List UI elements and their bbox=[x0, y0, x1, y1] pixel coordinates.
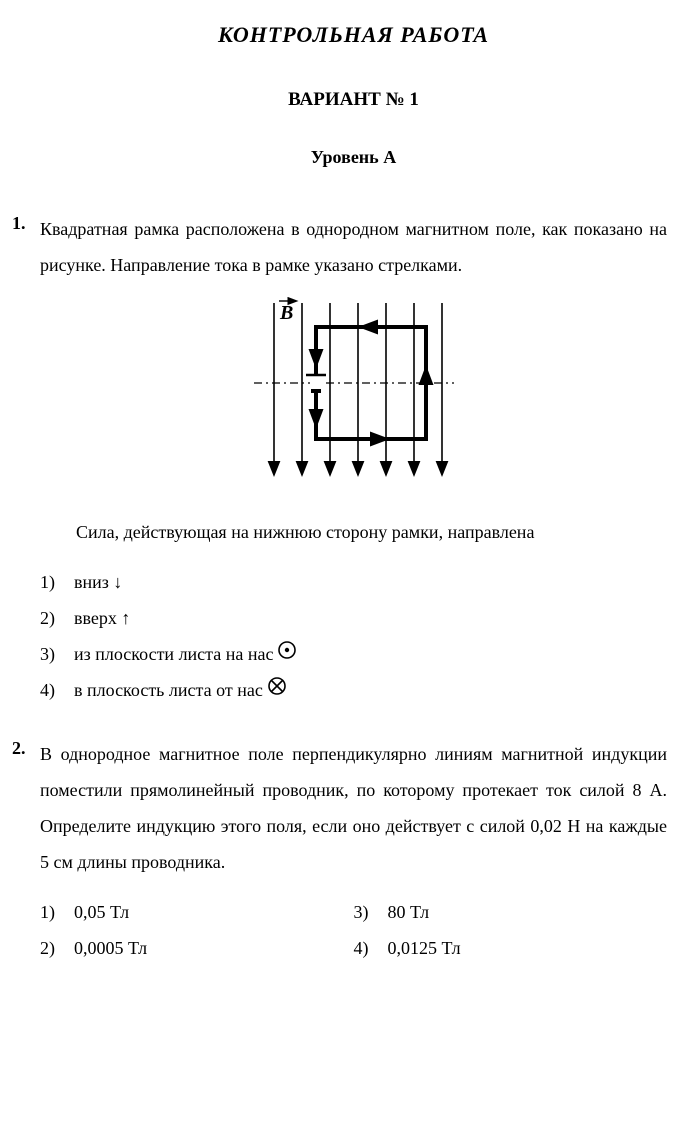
option-3: 3) 80 Тл bbox=[354, 894, 668, 930]
option-3: 3) из плоскости листа на нас bbox=[40, 636, 667, 672]
option-1: 1) 0,05 Тл bbox=[40, 894, 354, 930]
option-text: из плоскости листа на нас bbox=[74, 636, 273, 672]
option-number: 2) bbox=[40, 600, 74, 636]
option-text: 0,05 Тл bbox=[74, 894, 129, 930]
problem-1: 1. Квадратная рамка расположена в одноро… bbox=[40, 211, 667, 708]
option-number: 4) bbox=[40, 672, 74, 708]
option-4: 4) 0,0125 Тл bbox=[354, 930, 668, 966]
answer-options: 1) вниз ↓ 2) вверх ↑ 3) из плоскости лис… bbox=[40, 564, 667, 708]
figure-loop-in-field: B bbox=[40, 297, 667, 494]
option-number: 3) bbox=[40, 636, 74, 672]
option-number: 4) bbox=[354, 930, 388, 966]
problem-text: Квадратная рамка расположена в однородно… bbox=[40, 211, 667, 283]
main-title: КОНТРОЛЬНАЯ РАБОТА bbox=[40, 20, 667, 51]
option-1: 1) вниз ↓ bbox=[40, 564, 667, 600]
option-number: 2) bbox=[40, 930, 74, 966]
option-2: 2) 0,0005 Тл bbox=[40, 930, 354, 966]
svg-text:B: B bbox=[279, 302, 293, 324]
problem-number: 2. bbox=[12, 736, 40, 966]
problem-2: 2. В однородное магнитное поле перпендик… bbox=[40, 736, 667, 966]
option-text: 0,0125 Тл bbox=[388, 930, 461, 966]
dot-out-icon bbox=[277, 636, 297, 672]
problem-subtext: Сила, действующая на нижнюю сторону рамк… bbox=[40, 514, 667, 550]
answer-options: 1) 0,05 Тл 3) 80 Тл 2) 0,0005 Тл 4) 0,01… bbox=[40, 894, 667, 966]
option-2: 2) вверх ↑ bbox=[40, 600, 667, 636]
option-4: 4) в плоскость листа от нас bbox=[40, 672, 667, 708]
option-number: 1) bbox=[40, 564, 74, 600]
problem-number: 1. bbox=[12, 211, 40, 708]
option-text: 80 Тл bbox=[388, 894, 430, 930]
problem-text: В однородное магнитное поле перпендикуля… bbox=[40, 736, 667, 880]
level-label: Уровень А bbox=[40, 145, 667, 170]
option-text: 0,0005 Тл bbox=[74, 930, 147, 966]
cross-in-icon bbox=[267, 672, 287, 708]
option-text: вниз ↓ bbox=[74, 564, 122, 600]
variant-label: ВАРИАНТ № 1 bbox=[40, 87, 667, 114]
option-number: 3) bbox=[354, 894, 388, 930]
option-number: 1) bbox=[40, 894, 74, 930]
option-text: вверх ↑ bbox=[74, 600, 130, 636]
option-text: в плоскость листа от нас bbox=[74, 672, 263, 708]
